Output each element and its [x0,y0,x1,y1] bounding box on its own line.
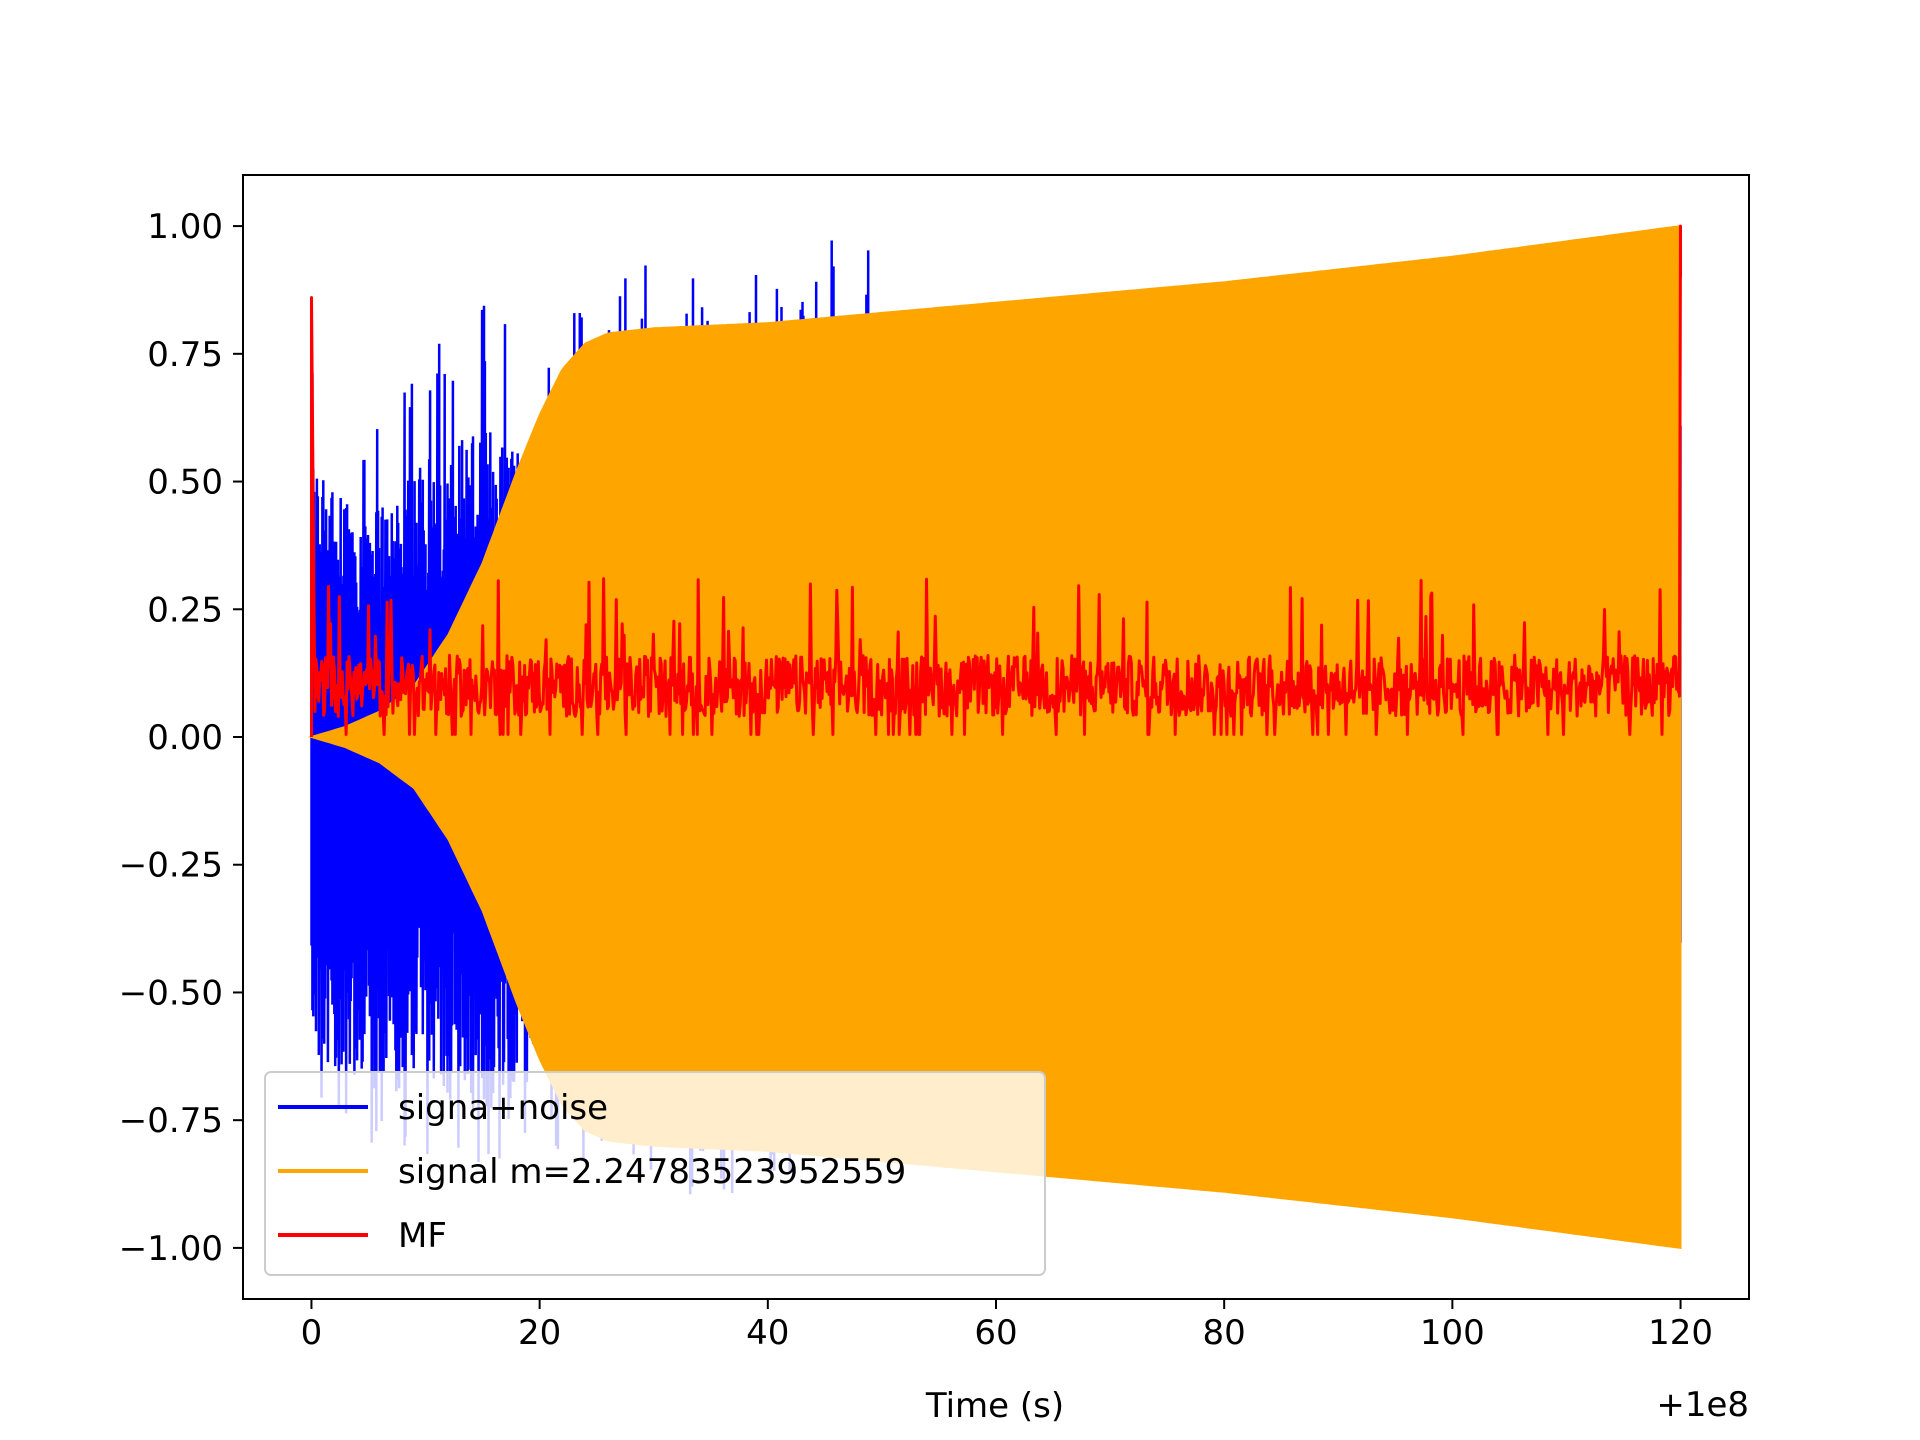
x-axis-ticks: 0 20 40 60 80 100 120 [301,1299,1713,1353]
legend: signa+noise signal m=2.24783523952559 MF [264,1071,1046,1276]
x-tick-label: 80 [1203,1313,1246,1353]
y-tick-label: 1.00 [147,207,223,247]
y-tick-label: −1.00 [119,1229,223,1269]
legend-label: signal m=2.24783523952559 [398,1152,906,1192]
legend-label: signa+noise [398,1088,608,1128]
y-axis-ticks: −1.00 −0.75 −0.50 −0.25 0.00 0.25 0.50 0.75 1.00 [119,207,243,1269]
x-offset-label: +1e8 [1656,1385,1749,1425]
x-tick-label: 100 [1420,1313,1485,1353]
x-tick-label: 120 [1648,1313,1713,1353]
x-axis-label: Time (s) [925,1386,1064,1426]
legend-box [264,1071,1046,1276]
y-tick-label: 0.75 [147,335,223,375]
x-tick-label: 40 [746,1313,789,1353]
x-tick-label: 60 [974,1313,1017,1353]
y-tick-label: 0.00 [147,718,223,758]
x-tick-label: 20 [518,1313,561,1353]
x-tick-label: 0 [301,1313,323,1353]
legend-label: MF [398,1216,447,1256]
series-mf-line [310,224,1682,737]
y-tick-label: −0.25 [119,846,223,886]
y-tick-label: −0.50 [119,973,223,1013]
y-tick-label: −0.75 [119,1101,223,1141]
y-tick-label: 0.25 [147,590,223,630]
y-tick-label: 0.50 [147,463,223,503]
